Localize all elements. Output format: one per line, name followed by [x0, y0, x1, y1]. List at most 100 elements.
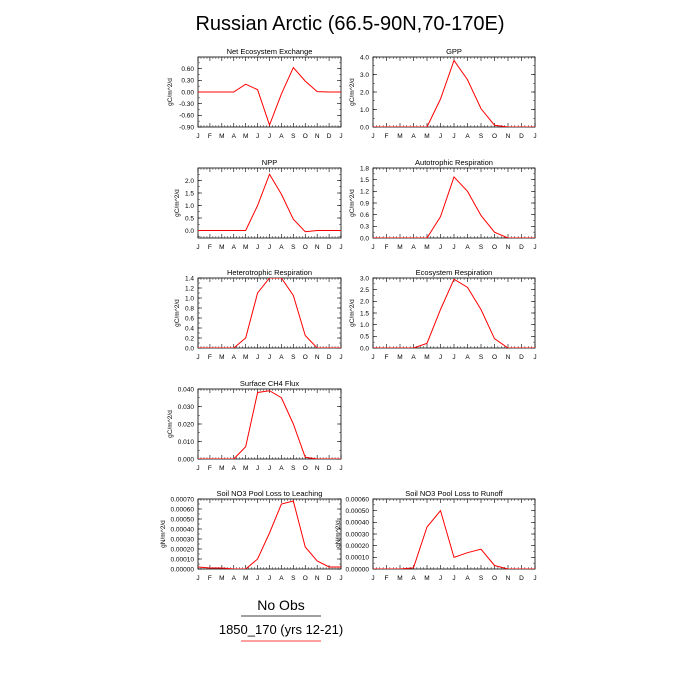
y-tick-label: 0.00030	[346, 531, 370, 538]
x-tick-label: O	[492, 575, 497, 582]
x-tick-label: J	[256, 575, 259, 582]
x-tick-label: J	[533, 133, 536, 140]
x-tick-label: D	[327, 575, 332, 582]
x-tick-label: M	[243, 575, 248, 582]
y-tick-label: 0.00050	[171, 516, 195, 523]
y-tick-label: 1.0	[360, 107, 369, 114]
series-line	[373, 509, 535, 569]
x-tick-label: J	[268, 465, 271, 472]
y-tick-label: 0.000	[178, 456, 195, 463]
series-line	[198, 500, 341, 569]
y-tick-label: 0.0	[360, 124, 369, 131]
series-line	[198, 173, 341, 233]
y-tick-label: 2.0	[360, 89, 369, 96]
x-tick-label: A	[465, 133, 470, 140]
y-tick-label: 1.0	[185, 295, 194, 302]
x-tick-label: J	[439, 354, 442, 361]
x-tick-label: N	[506, 575, 511, 582]
x-tick-label: S	[291, 133, 296, 140]
x-tick-label: D	[327, 354, 332, 361]
x-tick-label: J	[439, 244, 442, 251]
x-tick-label: A	[279, 133, 284, 140]
x-tick-label: S	[479, 354, 484, 361]
x-tick-label: O	[303, 465, 308, 472]
x-tick-label: N	[315, 244, 320, 251]
y-tick-label: 0.00060	[346, 496, 370, 503]
x-tick-label: A	[232, 465, 237, 472]
y-tick-label: 2.5	[360, 287, 369, 294]
y-axis-label: gC/m^2/d	[349, 189, 356, 217]
x-tick-label: M	[424, 244, 429, 251]
x-tick-label: J	[196, 244, 199, 251]
y-tick-label: 1.0	[185, 203, 194, 210]
x-tick-label: S	[479, 575, 484, 582]
y-axis-label: gC/m^2/d	[174, 299, 181, 327]
y-tick-label: 0.30	[181, 78, 194, 85]
x-tick-label: S	[291, 354, 296, 361]
x-tick-label: J	[533, 244, 536, 251]
x-tick-label: M	[243, 354, 248, 361]
y-tick-label: 1.5	[360, 177, 369, 184]
y-axis-label: gC/m^2/d	[167, 78, 174, 106]
x-tick-label: M	[243, 465, 248, 472]
x-tick-label: O	[303, 244, 308, 251]
series-line	[198, 278, 341, 348]
y-tick-label: 0.00040	[171, 526, 195, 533]
x-tick-label: A	[279, 575, 284, 582]
panel-8: Soil NO3 Pool Loss to Runoff J F M A M J J A S O N D…	[335, 489, 537, 582]
x-tick-label: M	[243, 133, 248, 140]
x-tick-label: A	[232, 575, 237, 582]
y-tick-label: 0.00050	[346, 508, 370, 515]
y-tick-label: 0.020	[178, 421, 195, 428]
x-tick-label: D	[519, 354, 524, 361]
plot-frame	[372, 167, 536, 239]
y-tick-label: 0.0	[185, 228, 194, 235]
x-tick-label: S	[291, 465, 296, 472]
x-tick-label: J	[256, 465, 259, 472]
x-tick-label: N	[315, 133, 320, 140]
plot-frame	[372, 498, 536, 570]
x-tick-label: J	[256, 244, 259, 251]
x-tick-label: A	[411, 133, 416, 140]
x-tick-label: J	[339, 244, 342, 251]
y-tick-label: 0.00000	[171, 566, 195, 573]
x-tick-label: F	[208, 575, 212, 582]
x-tick-label: M	[397, 354, 402, 361]
y-axis-label: gC/m^2/d	[174, 189, 181, 217]
y-tick-label: 1.5	[360, 310, 369, 317]
y-tick-label: 0.010	[178, 439, 195, 446]
y-tick-label: 2.0	[185, 178, 194, 185]
legend-label-run: 1850_170 (yrs 12-21)	[219, 622, 343, 637]
x-tick-label: M	[219, 133, 224, 140]
legend: No Obs 1850_170 (yrs 12-21)	[219, 597, 343, 642]
x-tick-label: F	[385, 354, 389, 361]
series-line	[373, 59, 535, 127]
x-tick-label: J	[452, 133, 455, 140]
x-tick-label: M	[397, 133, 402, 140]
x-tick-label: N	[315, 354, 320, 361]
y-tick-label: 0.5	[360, 334, 369, 341]
x-tick-label: J	[268, 354, 271, 361]
x-tick-label: N	[315, 575, 320, 582]
x-tick-label: J	[452, 354, 455, 361]
y-tick-label: 0.0	[360, 345, 369, 352]
y-axis-label: gC/m^2/d	[349, 78, 356, 106]
x-tick-label: J	[371, 133, 374, 140]
y-tick-label: 3.0	[360, 275, 369, 282]
x-tick-label: J	[533, 575, 536, 582]
x-tick-label: O	[492, 354, 497, 361]
x-tick-label: A	[465, 244, 470, 251]
y-tick-label: 0.00060	[171, 506, 195, 513]
x-tick-label: A	[232, 244, 237, 251]
figure-title: Russian Arctic (66.5-90N,70-170E)	[195, 13, 504, 35]
x-tick-label: F	[208, 244, 212, 251]
x-tick-label: J	[371, 244, 374, 251]
y-tick-label: 1.8	[360, 165, 369, 172]
x-tick-label: J	[256, 133, 259, 140]
panel-title: Soil NO3 Pool Loss to Runoff	[405, 489, 503, 498]
plot-frame	[372, 277, 536, 349]
x-tick-label: J	[439, 133, 442, 140]
y-tick-label: 4.0	[360, 54, 369, 61]
